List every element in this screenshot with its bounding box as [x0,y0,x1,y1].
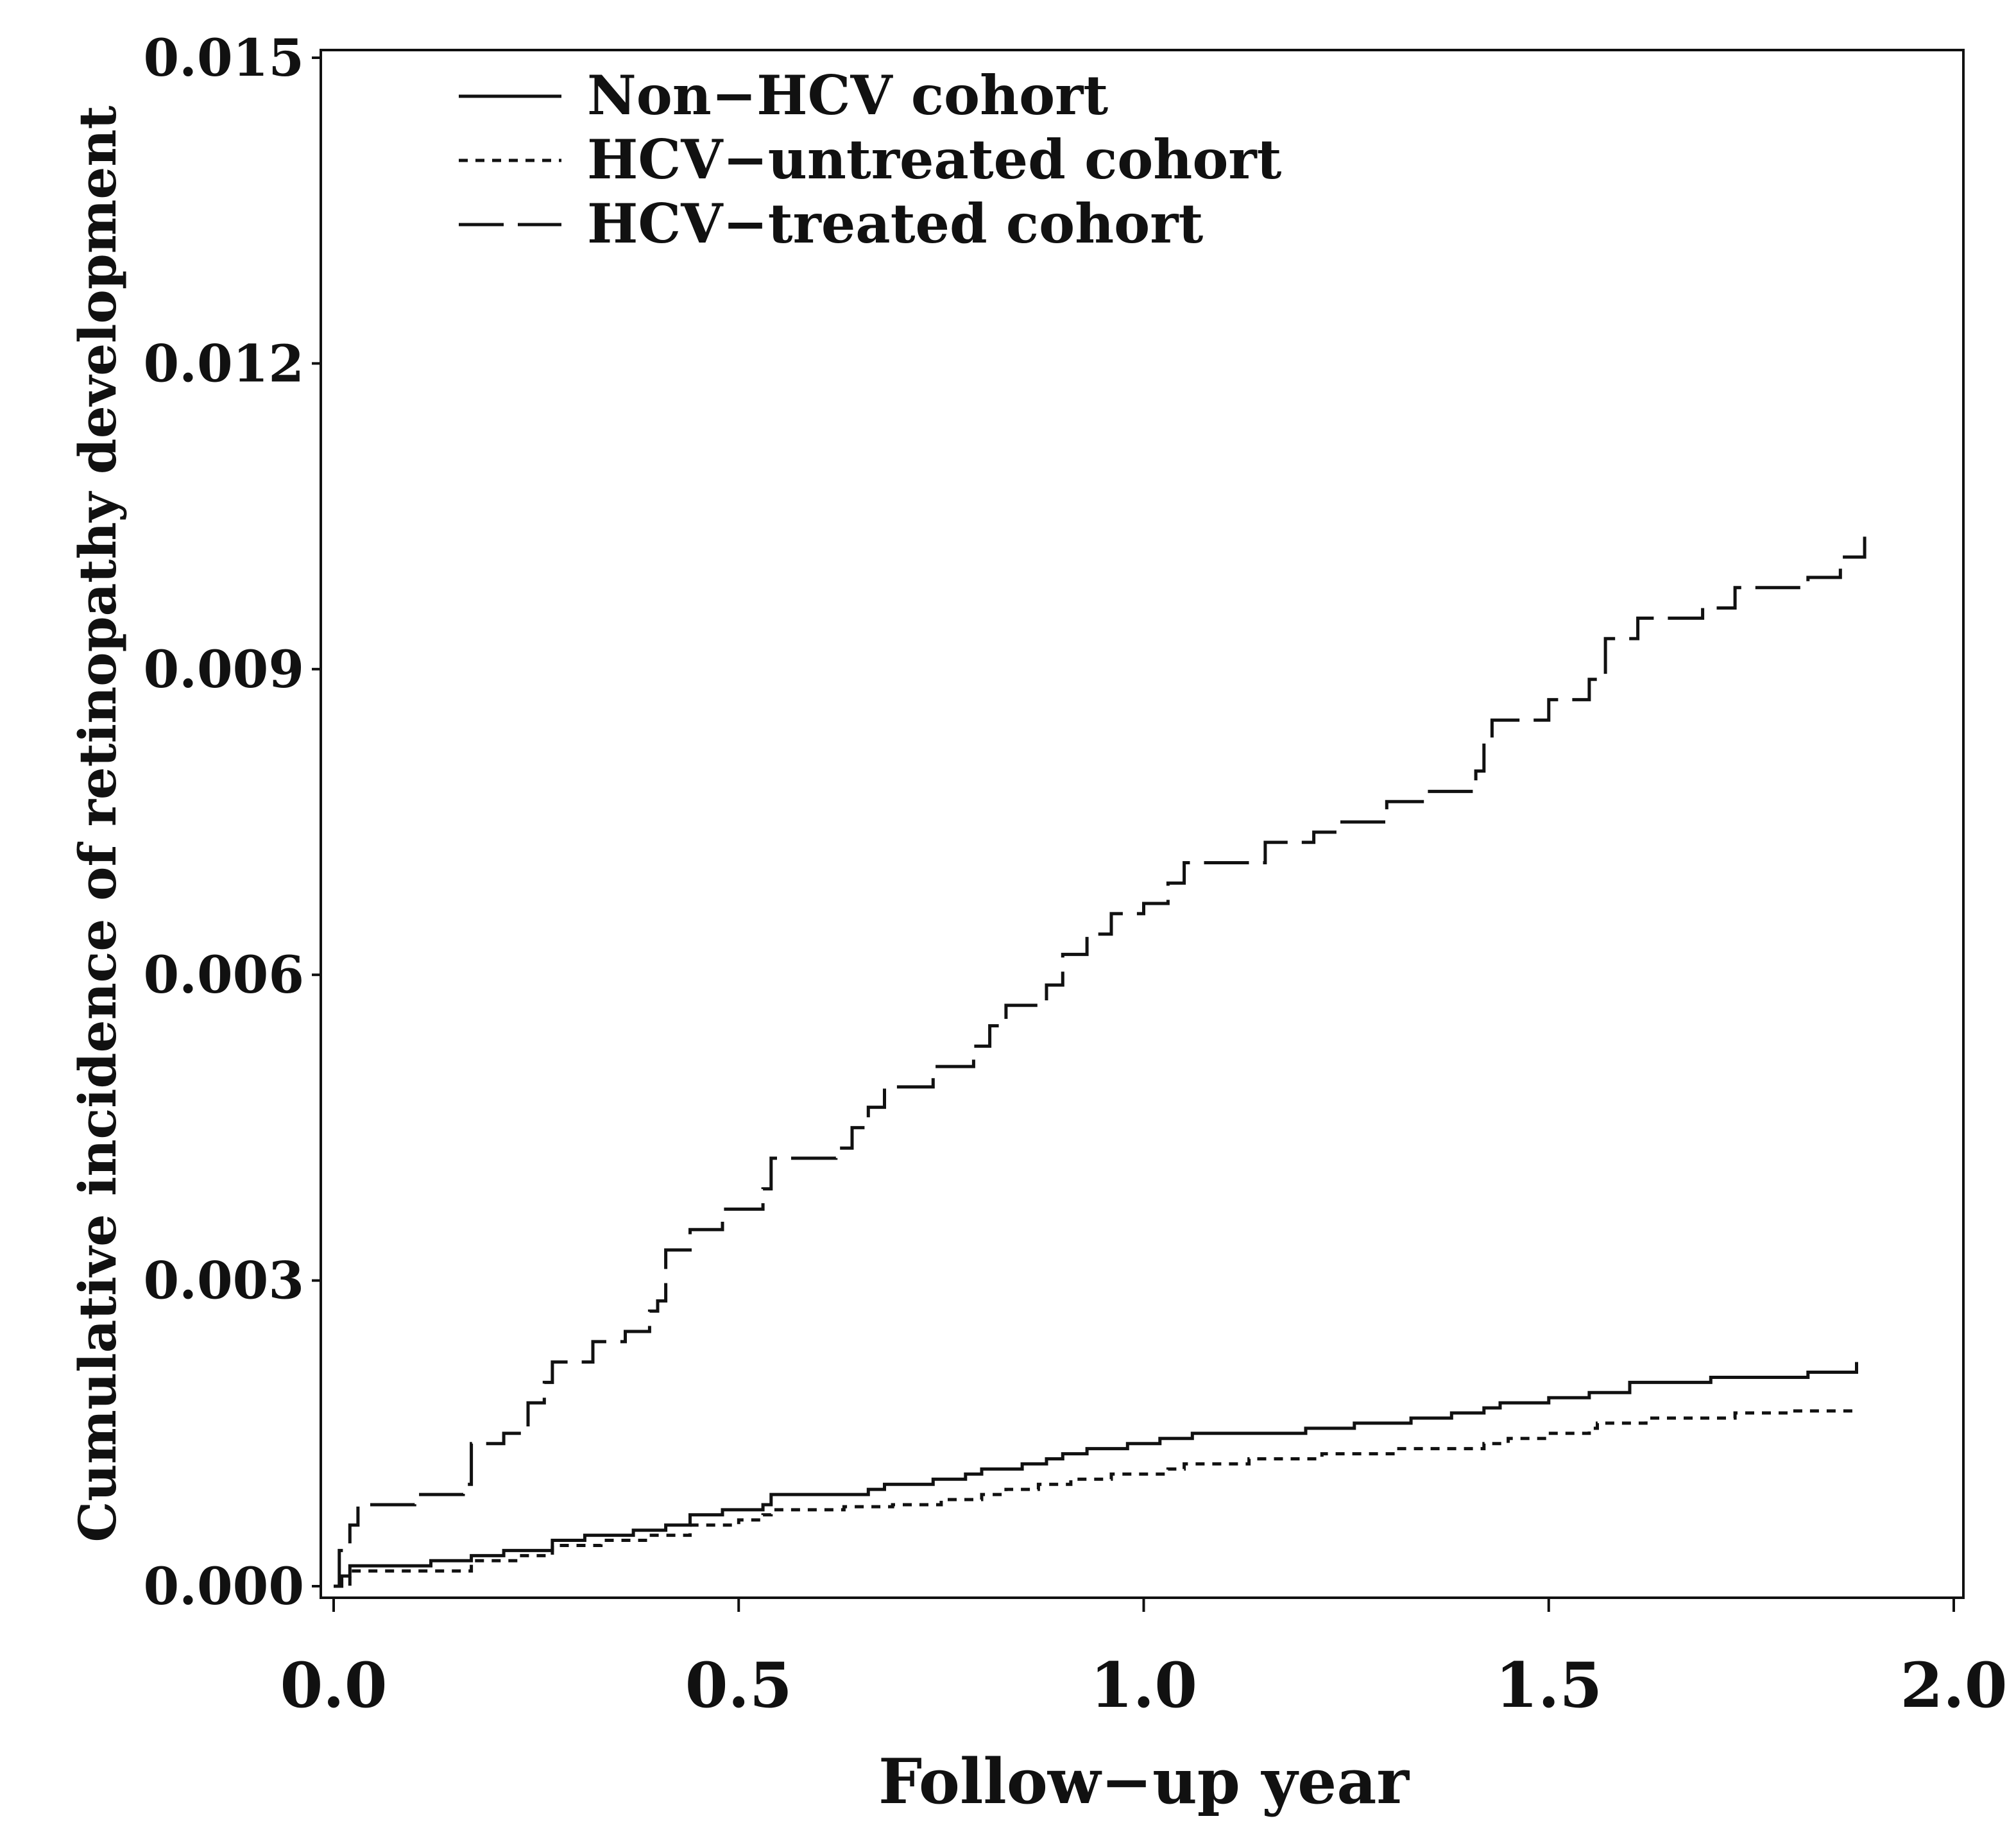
y-tick-label: 0.015 [143,28,304,88]
x-tick-label: 0.0 [280,1649,387,1722]
plot-border [320,49,1965,1599]
x-tick-label: 1.0 [1090,1649,1197,1722]
x-tick-label: 1.5 [1495,1649,1602,1722]
series-line-1 [334,1362,1858,1588]
y-tick-label: 0.003 [143,1251,304,1311]
legend-label-2: HCV−untreated cohort [587,128,1282,191]
x-tick-label: 0.5 [685,1649,792,1722]
y-tick-label: 0.012 [143,333,304,393]
legend-label-3: HCV−treated cohort [587,192,1203,255]
y-tick-label: 0.000 [143,1556,304,1616]
y-axis: 0.000 0.003 0.006 0.009 0.012 0.015 [143,28,321,1616]
x-axis-title: Follow−up year [878,1745,1410,1818]
x-tick-label: 2.0 [1900,1649,2007,1722]
x-axis: 0.0 0.5 1.0 1.5 2.0 [280,1598,2008,1722]
y-axis-title: Cumulative incidence of retinopathy deve… [67,106,128,1543]
series-line-3 [334,536,1867,1588]
legend-label-1: Non−HCV cohort [587,64,1108,127]
plot-frame [320,49,1965,1599]
y-tick-label: 0.009 [143,639,304,699]
series-layer [334,536,1867,1588]
series-line-2 [334,1408,1858,1588]
y-tick-label: 0.006 [143,945,304,1005]
